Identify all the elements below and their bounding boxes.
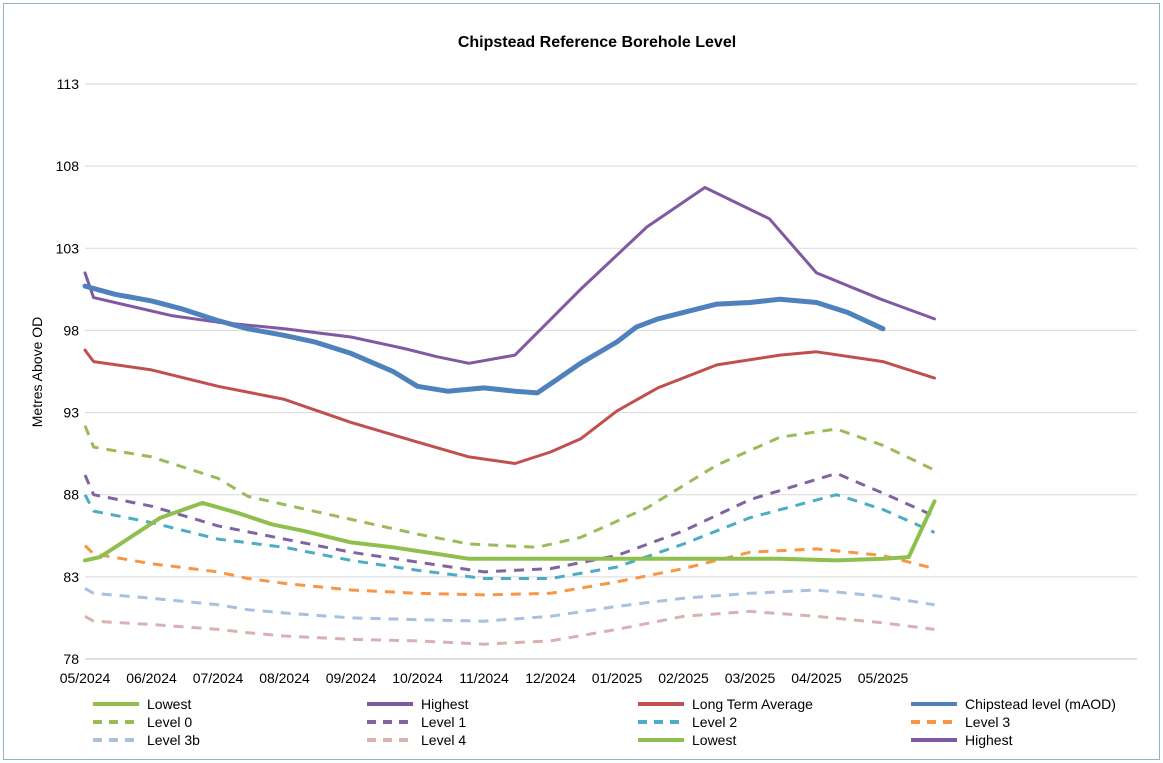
y-tick-98: 98	[63, 322, 79, 338]
legend-label-highest-1: Highest	[421, 696, 469, 712]
x-tick-10-2024: 10/2024	[392, 670, 443, 686]
y-tick-88: 88	[63, 487, 79, 503]
x-tick-07-2024: 07/2024	[193, 670, 244, 686]
y-tick-93: 93	[63, 405, 79, 421]
chart-title: Chipstead Reference Borehole Level	[458, 34, 736, 51]
series-level-4	[84, 609, 935, 646]
x-tick-12-2024: 12/2024	[525, 670, 576, 686]
series-long-term-average	[83, 348, 936, 465]
series-level-0	[83, 425, 936, 549]
series-lowest	[83, 499, 937, 563]
series-highest	[83, 186, 936, 365]
legend-label-level-3-7: Level 3	[965, 714, 1010, 730]
series-chipstead-level-maod	[82, 283, 886, 396]
x-tick-11-2024: 11/2024	[459, 670, 509, 686]
series-lines	[82, 186, 937, 646]
legend: Lowest Highest Long Term Average Chipstead …	[93, 696, 1116, 748]
legend-label-level-4-9: Level 4	[421, 732, 466, 748]
x-tick-08-2024: 08/2024	[259, 670, 310, 686]
x-tick-06-2024: 06/2024	[126, 670, 177, 686]
series-level-1	[83, 471, 936, 574]
x-tick-05-2024: 05/2024	[60, 670, 111, 686]
series-level-2	[83, 493, 936, 580]
x-tick-04-2025: 04/2025	[791, 670, 842, 686]
y-tick-108: 108	[56, 158, 80, 174]
series-level-3	[83, 544, 935, 597]
series-level-3b	[84, 587, 935, 623]
x-tick-01-2025: 01/2025	[592, 670, 643, 686]
y-tick-103: 103	[56, 240, 80, 256]
x-tick-03-2025: 03/2025	[725, 670, 776, 686]
y-tick-labels: 78 83 88 93 98 103 108 113	[56, 76, 80, 667]
y-tick-113: 113	[57, 76, 80, 92]
legend-label-long-term-average-2: Long Term Average	[692, 696, 813, 712]
gridlines	[85, 83, 1137, 578]
x-tick-02-2025: 02/2025	[658, 670, 709, 686]
y-tick-83: 83	[63, 569, 79, 585]
legend-label-lowest-0: Lowest	[147, 696, 191, 712]
legend-label-lowest-10: Lowest	[692, 732, 736, 748]
legend-label-level-0-4: Level 0	[147, 714, 192, 730]
legend-label-chipstead-level-maod-3: Chipstead level (mAOD)	[965, 696, 1116, 712]
y-axis-label: Metres Above OD	[29, 317, 45, 428]
legend-label-level-1-5: Level 1	[421, 714, 466, 730]
legend-label-highest-11: Highest	[965, 732, 1013, 748]
x-tick-09-2024: 09/2024	[326, 670, 377, 686]
legend-label-level-3b-8: Level 3b	[147, 732, 200, 748]
x-tick-05-2025: 05/2025	[858, 670, 909, 686]
x-tick-labels: 05/2024 06/2024 07/2024 08/2024 09/2024 10/20…	[60, 670, 909, 686]
legend-label-level-2-6: Level 2	[692, 714, 737, 730]
y-tick-78: 78	[63, 651, 79, 667]
